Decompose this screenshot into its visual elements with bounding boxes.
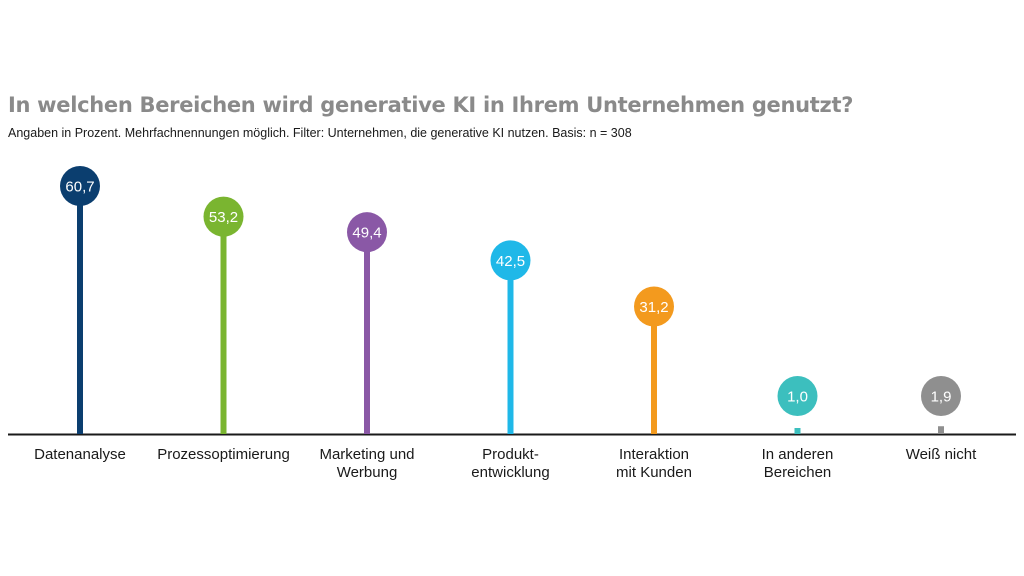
lollipop-head	[777, 376, 818, 416]
category-label: Prozessoptimierung	[157, 446, 290, 463]
category-label: Weiß nicht	[905, 446, 977, 463]
lollipop-head	[634, 286, 674, 327]
lollipop-stem	[651, 306, 657, 434]
lollipop-stem	[794, 428, 801, 434]
data-label: 53,2	[209, 209, 238, 226]
data-label: 49,4	[352, 225, 381, 242]
data-label: 42,5	[496, 253, 525, 270]
category-label: Marketing und Werbung	[319, 446, 415, 481]
lollipop-head	[60, 166, 100, 206]
chart-title: In welchen Bereichen wird generative KI …	[8, 93, 854, 117]
lollipop-stem	[507, 260, 514, 434]
lollipop-head	[921, 376, 961, 416]
category-label: In anderen Bereichen	[761, 446, 834, 481]
lollipop-stem	[364, 232, 370, 434]
data-label: 31,2	[639, 299, 668, 316]
lollipop-mark: 1,0	[777, 376, 818, 434]
lollipop-stem	[938, 426, 944, 434]
lollipop-head	[490, 240, 531, 281]
lollipop-mark: 60,7	[60, 166, 100, 434]
chart-subtitle: Angaben in Prozent. Mehrfachnennungen mö…	[8, 126, 632, 140]
lollipop-stem	[77, 186, 83, 434]
lollipop-head	[203, 196, 244, 237]
data-label: 1,0	[787, 389, 808, 406]
category-label: Produkt- entwicklung	[471, 446, 550, 481]
data-label: 1,9	[931, 389, 952, 406]
lollipop-mark: 42,5	[490, 240, 531, 434]
lollipop-stem	[220, 216, 227, 434]
lollipop-mark: 31,2	[634, 286, 674, 434]
category-label: Datenanalyse	[34, 446, 126, 463]
lollipop-mark: 1,9	[921, 376, 961, 434]
data-label: 60,7	[65, 179, 94, 196]
lollipop-head	[347, 212, 387, 253]
lollipop-mark: 49,4	[347, 212, 387, 434]
category-label: Interaktion mit Kunden	[616, 446, 692, 481]
lollipop-mark: 53,2	[203, 196, 244, 434]
